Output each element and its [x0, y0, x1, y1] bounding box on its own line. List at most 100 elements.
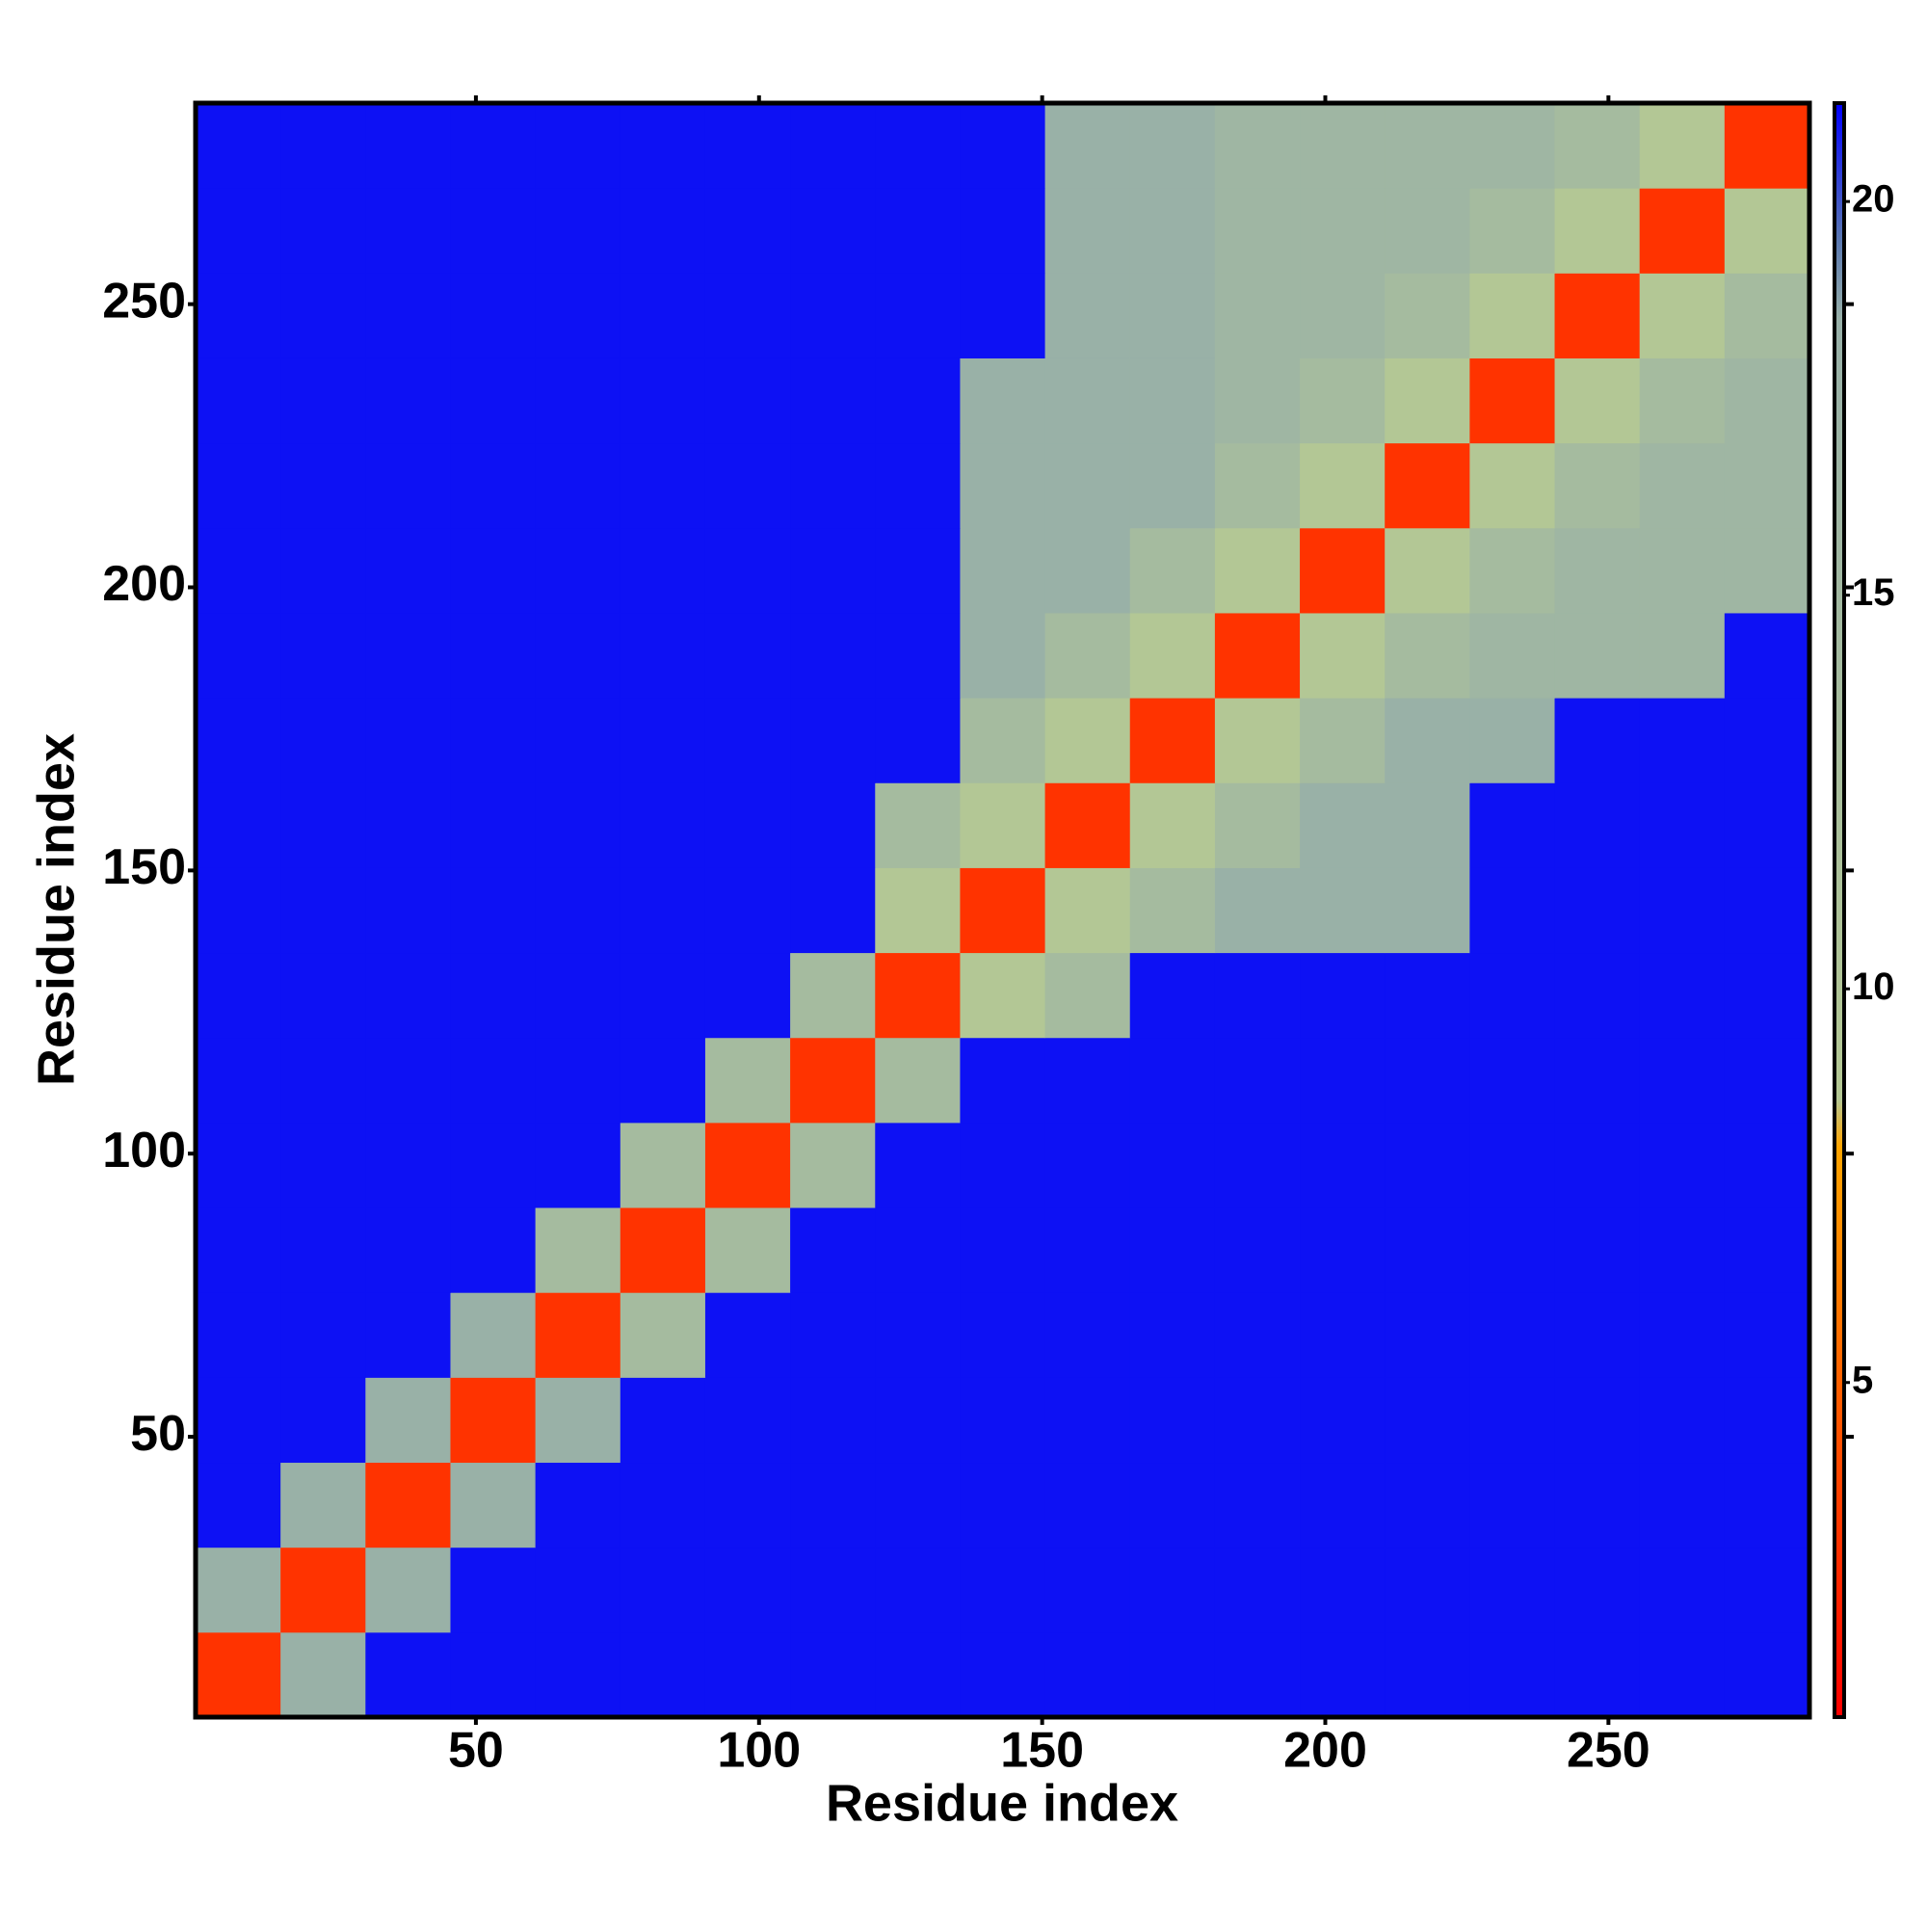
cell [365, 867, 451, 954]
cell [790, 273, 876, 358]
cell [450, 952, 537, 1039]
cell [280, 1292, 366, 1378]
cell [1469, 527, 1556, 614]
plot-frame [193, 100, 1812, 1720]
cell [1469, 1547, 1556, 1633]
cell [1214, 612, 1301, 699]
cell [535, 1292, 621, 1378]
cell [1129, 1037, 1216, 1124]
cell [535, 1547, 621, 1633]
cell [1300, 867, 1386, 954]
cell [1724, 1292, 1810, 1378]
cell [1385, 1462, 1470, 1548]
cell [875, 103, 961, 189]
cell [1385, 527, 1470, 614]
cell [1385, 1122, 1470, 1208]
cell [1469, 782, 1556, 868]
cell [196, 1292, 281, 1378]
colorbar-tick-label: 15 [1852, 571, 1895, 614]
cell [704, 1122, 791, 1208]
cell [620, 1462, 706, 1548]
cell [1214, 188, 1301, 274]
cell [620, 442, 706, 529]
cell [535, 1122, 621, 1208]
cell [280, 188, 366, 274]
cell [875, 1292, 961, 1378]
cell [960, 1631, 1046, 1718]
cell [620, 273, 706, 358]
cell [1724, 1037, 1810, 1124]
cell [1129, 1122, 1216, 1208]
cell [875, 442, 961, 529]
cell [1554, 1122, 1641, 1208]
cell [1469, 867, 1556, 954]
cell [280, 357, 366, 444]
cell [1469, 1292, 1556, 1378]
cell [790, 612, 876, 699]
cell [1554, 103, 1641, 189]
cell [1300, 527, 1386, 614]
cell [1469, 442, 1556, 529]
x-tick-label: 150 [1000, 1723, 1084, 1779]
cell [960, 1122, 1046, 1208]
cell [960, 698, 1046, 783]
cell [1214, 442, 1301, 529]
cell [1129, 103, 1216, 189]
cell [1129, 1547, 1216, 1633]
cell [790, 1292, 876, 1378]
cell [450, 698, 537, 783]
cell [704, 273, 791, 358]
cell [1300, 442, 1386, 529]
cell [365, 357, 451, 444]
cell [535, 698, 621, 783]
cell [365, 188, 451, 274]
cell [535, 527, 621, 614]
cell [960, 1037, 1046, 1124]
cell [1385, 782, 1470, 868]
cell [620, 1377, 706, 1464]
cell [196, 1631, 281, 1718]
x-tick-label: 250 [1567, 1723, 1650, 1779]
cell [450, 1122, 537, 1208]
cell [790, 188, 876, 274]
cell [196, 1037, 281, 1124]
cell [1639, 782, 1726, 868]
cell [960, 273, 1046, 358]
cell [960, 1377, 1046, 1464]
cell [535, 867, 621, 954]
cell [1724, 1631, 1810, 1718]
cell [620, 867, 706, 954]
cell [620, 1292, 706, 1378]
y-tick-label: 100 [102, 1123, 186, 1178]
cell [1724, 1547, 1810, 1633]
cell [1214, 1631, 1301, 1718]
colorbar-tick-label: 20 [1852, 178, 1895, 221]
cell [704, 1207, 791, 1293]
cell [196, 612, 281, 699]
cell [1469, 273, 1556, 358]
cell [1129, 357, 1216, 444]
cell [1724, 612, 1810, 699]
cell [790, 442, 876, 529]
cell [535, 952, 621, 1039]
cell [1554, 1377, 1641, 1464]
y-tick-label: 50 [130, 1406, 186, 1462]
cell [1639, 1377, 1726, 1464]
cell [1044, 442, 1131, 529]
cell [1214, 1462, 1301, 1548]
cell [704, 527, 791, 614]
cell [790, 952, 876, 1039]
cell [1044, 527, 1131, 614]
cell [1385, 1292, 1470, 1378]
cell [1385, 1631, 1470, 1718]
cell [450, 867, 537, 954]
cell [1214, 1122, 1301, 1208]
cell [1385, 612, 1470, 699]
cell [280, 1037, 366, 1124]
cell [790, 1037, 876, 1124]
cell [790, 1377, 876, 1464]
cell [450, 1462, 537, 1548]
cell [790, 782, 876, 868]
cell [1639, 188, 1726, 274]
cell [450, 357, 537, 444]
